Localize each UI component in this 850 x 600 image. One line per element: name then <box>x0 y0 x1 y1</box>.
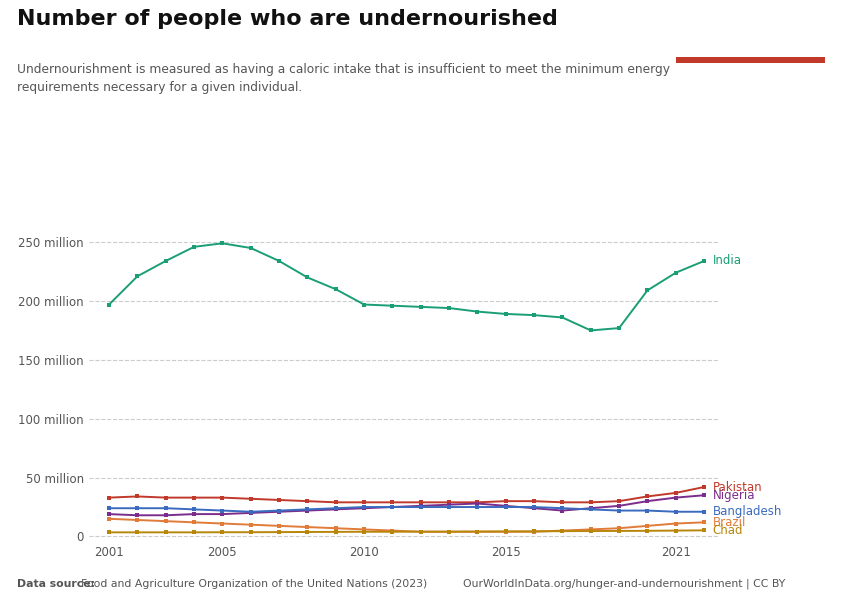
Text: Our World: Our World <box>717 17 784 31</box>
Text: in Data: in Data <box>726 36 774 49</box>
Text: Brazil: Brazil <box>712 516 745 529</box>
Text: Nigeria: Nigeria <box>712 489 755 502</box>
Text: Chad: Chad <box>712 524 743 537</box>
Text: Undernourishment is measured as having a caloric intake that is insufficient to : Undernourishment is measured as having a… <box>17 63 670 94</box>
Text: OurWorldInData.org/hunger-and-undernourishment | CC BY: OurWorldInData.org/hunger-and-undernouri… <box>463 578 785 589</box>
Text: India: India <box>712 254 741 268</box>
Bar <box>676 56 824 63</box>
Text: Number of people who are undernourished: Number of people who are undernourished <box>17 9 558 29</box>
Text: Food and Agriculture Organization of the United Nations (2023): Food and Agriculture Organization of the… <box>81 579 427 589</box>
Text: Pakistan: Pakistan <box>712 481 762 494</box>
Text: Data source:: Data source: <box>17 579 99 589</box>
Text: Bangladesh: Bangladesh <box>712 505 782 518</box>
